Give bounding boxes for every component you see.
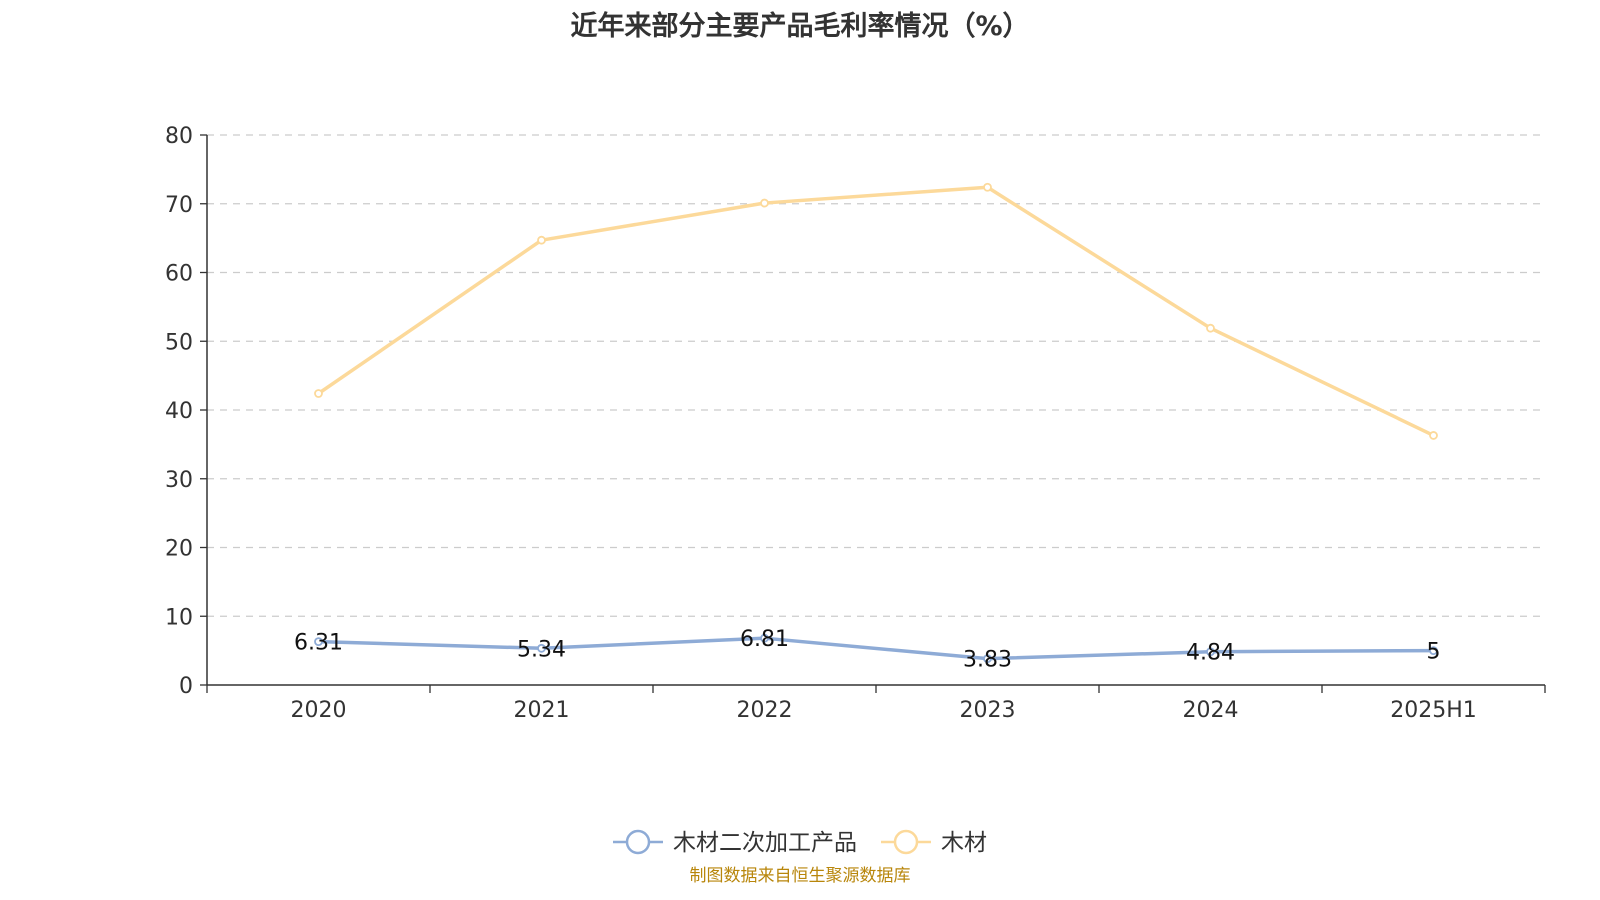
series-2-point [1429,431,1438,440]
data-label: 5.34 [517,637,566,662]
y-tick-label: 40 [165,399,193,424]
series-1-point [1206,647,1215,657]
chart-title: 近年来部分主要产品毛利率情况（%） [570,11,1030,42]
data-label: 6.31 [294,631,343,656]
series-line-2 [317,185,1435,438]
legend: 木材二次加工产品 木材 [613,829,987,856]
axes: 0 10 20 30 40 50 60 70 80 2020 2021 2022 2023 2024 202… [165,124,1546,723]
series-1-point [314,637,323,647]
series [314,182,1438,664]
y-tick-label: 50 [165,330,193,355]
x-tick-label: 2022 [737,698,793,723]
legend-circle-icon [893,829,919,855]
legend-label: 木材二次加工产品 [673,830,857,856]
data-label: 6.81 [740,627,789,652]
gridlines [207,134,1545,617]
series-2-point [760,198,769,208]
data-label: 4.84 [1186,641,1235,666]
data-label: 3.83 [963,648,1012,673]
x-tick-label: 2025H1 [1390,698,1477,723]
series-1-point [760,633,769,643]
x-tick-label: 2024 [1183,698,1239,723]
source-note: 制图数据来自恒生聚源数据库 [689,866,911,886]
y-tick-label: 70 [165,193,193,218]
data-labels: 6.31 5.34 6.81 3.83 4.84 5 [294,627,1440,672]
y-tick-label: 20 [165,537,193,562]
x-tick-label: 2020 [291,698,347,723]
data-label: 5 [1427,640,1441,665]
y-tick-label: 0 [179,674,193,699]
x-tick-label: 2021 [514,698,570,723]
series-line-1 [318,636,1434,661]
series-2-point [1206,323,1215,333]
series-2-point [537,235,546,245]
y-tick-label: 80 [165,124,193,149]
y-tick-label: 60 [165,262,193,287]
series-2-point [983,182,992,192]
legend-label: 木材 [941,830,987,856]
series-1-point [1429,646,1438,656]
y-tick-label: 30 [165,468,193,493]
series-1-point [983,654,992,664]
y-tick-label: 10 [165,605,193,630]
series-1-point [537,643,546,653]
legend-circle-icon [625,829,651,855]
series-2-point [314,389,323,398]
x-tick-label: 2023 [960,698,1016,723]
